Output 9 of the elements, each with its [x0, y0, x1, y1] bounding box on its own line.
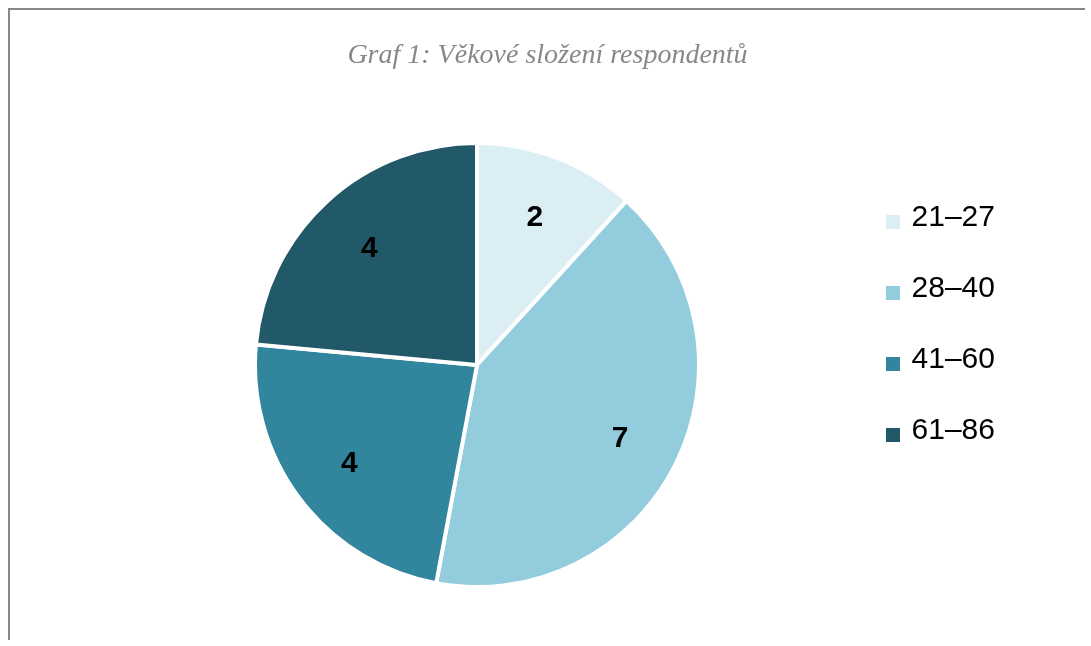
data-label: 4 [341, 444, 359, 478]
data-label: 2 [526, 199, 544, 233]
data-label: 7 [611, 419, 629, 453]
legend-label: 41–60 [911, 341, 995, 374]
legend-label: 21–27 [911, 199, 995, 232]
data-label: 4 [360, 230, 378, 264]
legend-label: 28–40 [911, 270, 995, 303]
legend-label: 61–86 [911, 412, 995, 445]
chart-title: Graf 1: Věkové složení respondentů [346, 38, 749, 70]
